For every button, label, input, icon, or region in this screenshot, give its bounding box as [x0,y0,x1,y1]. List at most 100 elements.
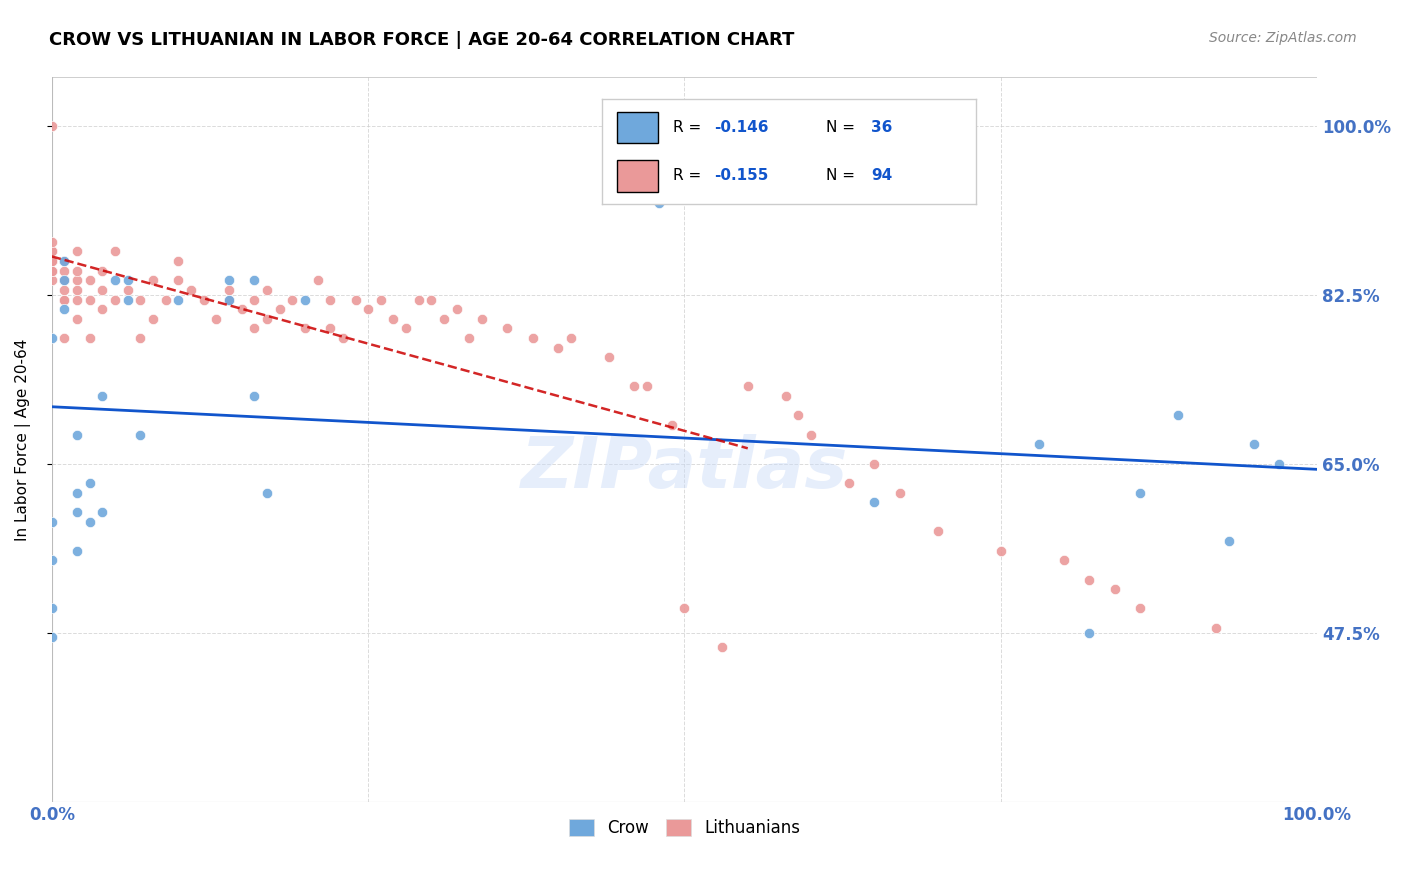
Point [395,321,418,335]
Point [1268,457,1291,471]
Text: CROW VS LITHUANIAN IN LABOR FORCE | AGE 20-64 CORRELATION CHART: CROW VS LITHUANIAN IN LABOR FORCE | AGE … [49,31,794,49]
Point [167,273,190,287]
Point [41,253,63,268]
Point [433,311,456,326]
Point [53,302,76,317]
Point [41,601,63,615]
Point [370,293,392,307]
Point [231,302,253,317]
Point [66,311,89,326]
Point [863,495,886,509]
Point [66,244,89,259]
Point [104,293,127,307]
Point [66,283,89,297]
Point [91,283,114,297]
Point [737,379,759,393]
Point [648,196,671,211]
Point [53,273,76,287]
Point [990,543,1012,558]
Point [496,321,519,335]
Point [420,293,443,307]
Point [800,427,823,442]
Point [180,283,202,297]
Legend: Crow, Lithuanians: Crow, Lithuanians [562,813,807,844]
Point [598,351,620,365]
Point [256,283,278,297]
Point [41,553,63,567]
Point [623,379,645,393]
Text: Source: ZipAtlas.com: Source: ZipAtlas.com [1209,31,1357,45]
Point [711,640,734,654]
Point [53,331,76,345]
Point [66,505,89,519]
Point [53,293,76,307]
Point [53,253,76,268]
Point [1053,553,1076,567]
Text: ZIPatlas: ZIPatlas [520,434,848,503]
Point [927,524,949,539]
Point [673,601,696,615]
Point [458,331,481,345]
Point [408,293,430,307]
Point [332,331,354,345]
Point [79,331,101,345]
Point [66,263,89,277]
Point [319,321,342,335]
Point [243,273,266,287]
Point [294,321,316,335]
Point [269,302,291,317]
Point [41,244,63,259]
Point [775,389,797,403]
Point [53,263,76,277]
Point [218,293,240,307]
Point [205,311,228,326]
Point [838,475,860,490]
Point [66,273,89,287]
Point [79,475,101,490]
Point [41,244,63,259]
Point [1078,625,1101,640]
Point [66,427,89,442]
Point [661,417,683,432]
Point [117,293,139,307]
Point [547,341,569,355]
Point [129,293,152,307]
Point [41,515,63,529]
Point [167,253,190,268]
Point [53,273,76,287]
Point [79,515,101,529]
Point [1167,409,1189,423]
Point [66,543,89,558]
Point [636,379,658,393]
Point [41,253,63,268]
Point [41,244,63,259]
Point [53,293,76,307]
Point [53,253,76,268]
Point [1205,621,1227,635]
Point [193,293,215,307]
Point [129,427,152,442]
Point [41,331,63,345]
Point [117,283,139,297]
Point [446,302,468,317]
Point [167,293,190,307]
Point [319,293,342,307]
Point [41,235,63,249]
Point [117,273,139,287]
Y-axis label: In Labor Force | Age 20-64: In Labor Force | Age 20-64 [15,338,31,541]
Point [218,273,240,287]
Point [218,293,240,307]
Point [66,485,89,500]
Point [307,273,329,287]
Point [91,302,114,317]
Point [256,311,278,326]
Point [142,273,165,287]
Point [41,263,63,277]
Point [889,485,911,500]
Point [104,273,127,287]
Point [53,273,76,287]
Point [1218,533,1240,548]
Point [41,263,63,277]
Point [1078,573,1101,587]
Point [1104,582,1126,596]
